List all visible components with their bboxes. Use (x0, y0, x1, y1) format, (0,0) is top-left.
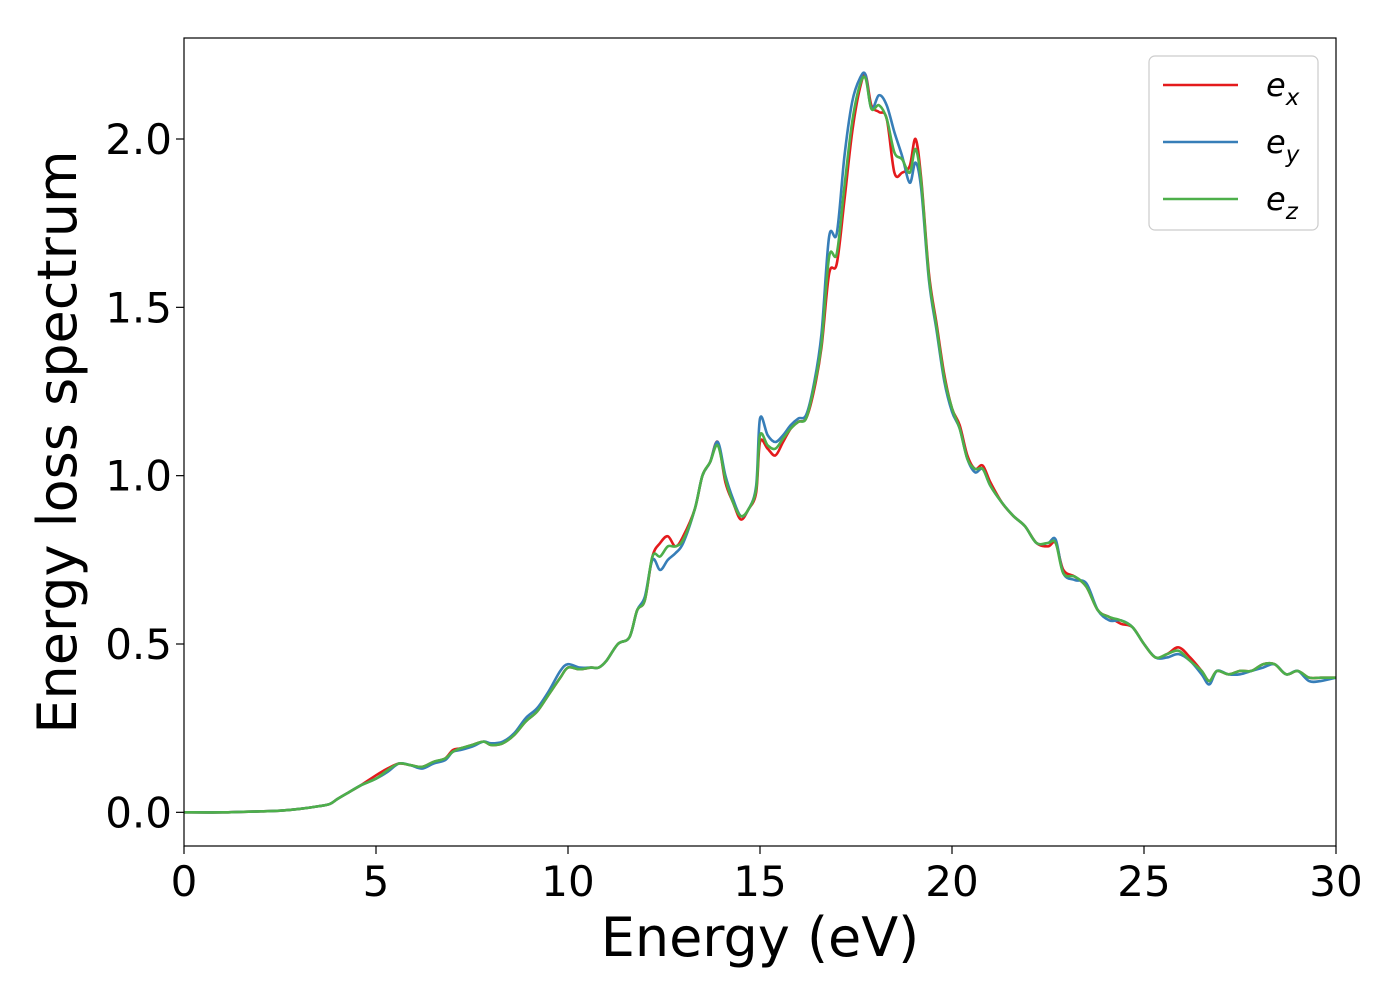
series-line-z (184, 75, 1336, 814)
series-layer (184, 71, 1336, 814)
x-axis: 0 5 10 15 20 25 30 (171, 846, 1363, 906)
y-tick-label: 0.0 (105, 788, 172, 837)
x-tick-label: 30 (1309, 857, 1362, 906)
legend-label-base: e (1266, 66, 1286, 104)
y-tick-label: 1.0 (105, 452, 172, 501)
y-tick-label: 0.5 (105, 620, 172, 669)
legend-label-z: ez (1266, 180, 1299, 225)
legend-label-subscript: y (1285, 142, 1300, 168)
legend-label-base: e (1266, 123, 1286, 161)
x-tick-label: 0 (171, 857, 198, 906)
x-tick-label: 5 (363, 857, 390, 906)
legend-label-subscript: z (1285, 199, 1299, 225)
x-axis-label: Energy (eV) (601, 906, 920, 969)
x-tick-label: 25 (1117, 857, 1170, 906)
x-tick-label: 20 (925, 857, 978, 906)
legend-label-y: ey (1266, 123, 1300, 168)
y-axis-label: Energy loss spectrum (26, 150, 89, 733)
x-tick-label: 15 (733, 857, 786, 906)
legend-label-x: ex (1266, 66, 1300, 111)
y-tick-label: 1.5 (105, 283, 172, 332)
y-tick-label: 2.0 (105, 115, 172, 164)
legend-label-base: e (1266, 180, 1286, 218)
x-tick-label: 10 (541, 857, 594, 906)
legend-label-subscript: x (1285, 85, 1300, 111)
y-axis: 0.0 0.5 1.0 1.5 2.0 (105, 115, 184, 837)
